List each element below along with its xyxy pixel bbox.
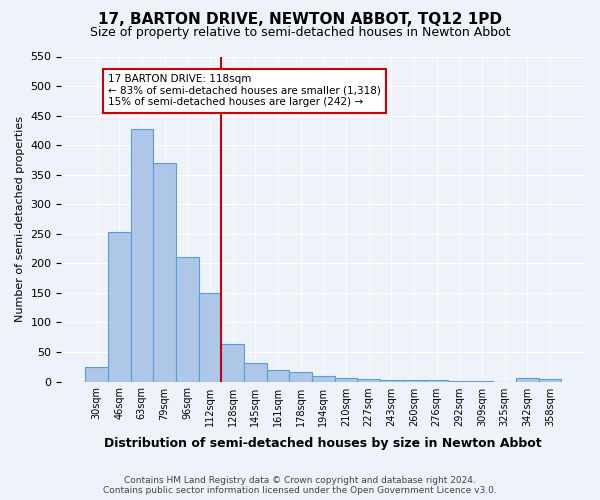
Bar bbox=[516, 378, 539, 382]
Bar bbox=[244, 362, 266, 382]
Text: Size of property relative to semi-detached houses in Newton Abbot: Size of property relative to semi-detach… bbox=[90, 26, 510, 39]
Bar bbox=[312, 376, 335, 382]
Bar bbox=[539, 379, 561, 382]
Bar bbox=[266, 370, 289, 382]
Bar bbox=[221, 344, 244, 382]
Bar bbox=[380, 380, 403, 382]
Bar bbox=[357, 378, 380, 382]
Text: Contains HM Land Registry data © Crown copyright and database right 2024.
Contai: Contains HM Land Registry data © Crown c… bbox=[103, 476, 497, 495]
Bar bbox=[470, 381, 493, 382]
Bar bbox=[448, 381, 470, 382]
Y-axis label: Number of semi-detached properties: Number of semi-detached properties bbox=[15, 116, 25, 322]
Bar bbox=[199, 293, 221, 382]
X-axis label: Distribution of semi-detached houses by size in Newton Abbot: Distribution of semi-detached houses by … bbox=[104, 437, 542, 450]
Bar bbox=[425, 380, 448, 382]
Text: 17 BARTON DRIVE: 118sqm
← 83% of semi-detached houses are smaller (1,318)
15% of: 17 BARTON DRIVE: 118sqm ← 83% of semi-de… bbox=[108, 74, 381, 108]
Bar bbox=[131, 128, 153, 382]
Bar bbox=[403, 380, 425, 382]
Text: 17, BARTON DRIVE, NEWTON ABBOT, TQ12 1PD: 17, BARTON DRIVE, NEWTON ABBOT, TQ12 1PD bbox=[98, 12, 502, 28]
Bar bbox=[289, 372, 312, 382]
Bar bbox=[335, 378, 357, 382]
Bar bbox=[85, 367, 108, 382]
Bar bbox=[108, 232, 131, 382]
Bar bbox=[153, 164, 176, 382]
Bar bbox=[176, 258, 199, 382]
